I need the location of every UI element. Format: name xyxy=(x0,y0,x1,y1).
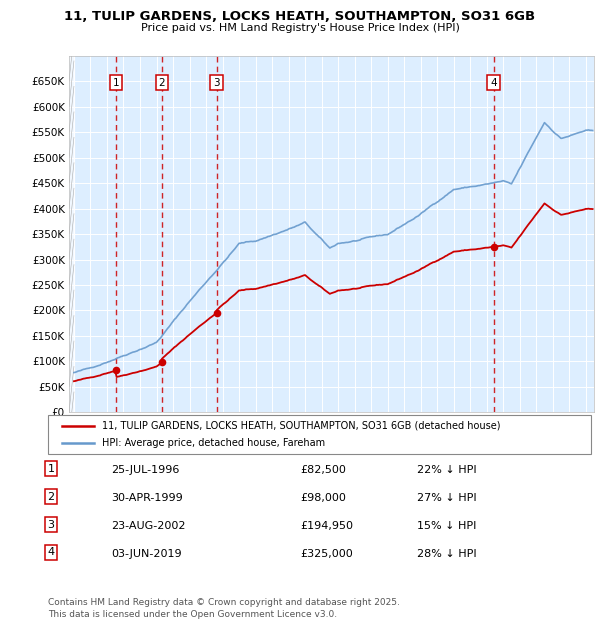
Text: 1: 1 xyxy=(113,78,119,87)
Text: 11, TULIP GARDENS, LOCKS HEATH, SOUTHAMPTON, SO31 6GB: 11, TULIP GARDENS, LOCKS HEATH, SOUTHAMP… xyxy=(64,10,536,23)
Text: 2: 2 xyxy=(158,78,165,87)
FancyBboxPatch shape xyxy=(48,415,591,454)
Text: £194,950: £194,950 xyxy=(300,521,353,531)
Text: HPI: Average price, detached house, Fareham: HPI: Average price, detached house, Fare… xyxy=(103,438,325,448)
Text: 23-AUG-2002: 23-AUG-2002 xyxy=(111,521,185,531)
Text: 03-JUN-2019: 03-JUN-2019 xyxy=(111,549,182,559)
Text: 3: 3 xyxy=(47,520,55,529)
Text: 30-APR-1999: 30-APR-1999 xyxy=(111,493,183,503)
Text: Price paid vs. HM Land Registry's House Price Index (HPI): Price paid vs. HM Land Registry's House … xyxy=(140,23,460,33)
Text: 2: 2 xyxy=(47,492,55,502)
Text: 25-JUL-1996: 25-JUL-1996 xyxy=(111,465,179,475)
Text: 1: 1 xyxy=(47,464,55,474)
Text: 11, TULIP GARDENS, LOCKS HEATH, SOUTHAMPTON, SO31 6GB (detached house): 11, TULIP GARDENS, LOCKS HEATH, SOUTHAMP… xyxy=(103,421,501,431)
Text: £98,000: £98,000 xyxy=(300,493,346,503)
Text: 15% ↓ HPI: 15% ↓ HPI xyxy=(417,521,476,531)
Text: 28% ↓ HPI: 28% ↓ HPI xyxy=(417,549,476,559)
Text: 4: 4 xyxy=(47,547,55,557)
Text: 27% ↓ HPI: 27% ↓ HPI xyxy=(417,493,476,503)
Text: 3: 3 xyxy=(213,78,220,87)
Text: £325,000: £325,000 xyxy=(300,549,353,559)
Text: 4: 4 xyxy=(490,78,497,87)
Text: Contains HM Land Registry data © Crown copyright and database right 2025.
This d: Contains HM Land Registry data © Crown c… xyxy=(48,598,400,619)
Text: £82,500: £82,500 xyxy=(300,465,346,475)
Text: 22% ↓ HPI: 22% ↓ HPI xyxy=(417,465,476,475)
